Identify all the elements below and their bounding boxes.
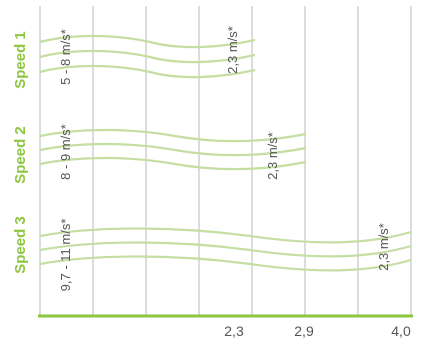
speed-label: Speed 1 bbox=[12, 31, 29, 89]
flow-line bbox=[39, 49, 256, 64]
axis-tick-label: 2,3 bbox=[224, 323, 244, 339]
flow-line bbox=[39, 142, 307, 157]
speed-label: Speed 3 bbox=[12, 216, 29, 274]
axis-tick-label: 2,9 bbox=[294, 323, 314, 339]
flow-line bbox=[39, 64, 256, 79]
axis-tick-label: 4,0 bbox=[391, 323, 411, 339]
range-label: 5 - 8 m/s* bbox=[58, 29, 73, 85]
flow-line bbox=[39, 255, 412, 272]
speed-label: Speed 2 bbox=[12, 126, 29, 184]
flow-line bbox=[39, 156, 307, 171]
range-label: 9,7 - 11 m/s* bbox=[58, 219, 73, 292]
flow-lines-speed-3 bbox=[39, 227, 412, 272]
end-velocity-label: 2,3 m/s* bbox=[265, 132, 280, 180]
flow-lines-speed-1 bbox=[39, 34, 256, 79]
flow-line bbox=[39, 241, 412, 258]
flow-lines-speed-2 bbox=[39, 128, 307, 171]
end-velocity-label: 2,3 m/s* bbox=[376, 223, 391, 271]
flow-line bbox=[39, 128, 307, 143]
range-label: 8 - 9 m/s* bbox=[58, 124, 73, 180]
flow-line bbox=[39, 227, 412, 244]
flow-line bbox=[39, 34, 256, 49]
end-velocity-label: 2,3 m/s* bbox=[225, 26, 240, 74]
